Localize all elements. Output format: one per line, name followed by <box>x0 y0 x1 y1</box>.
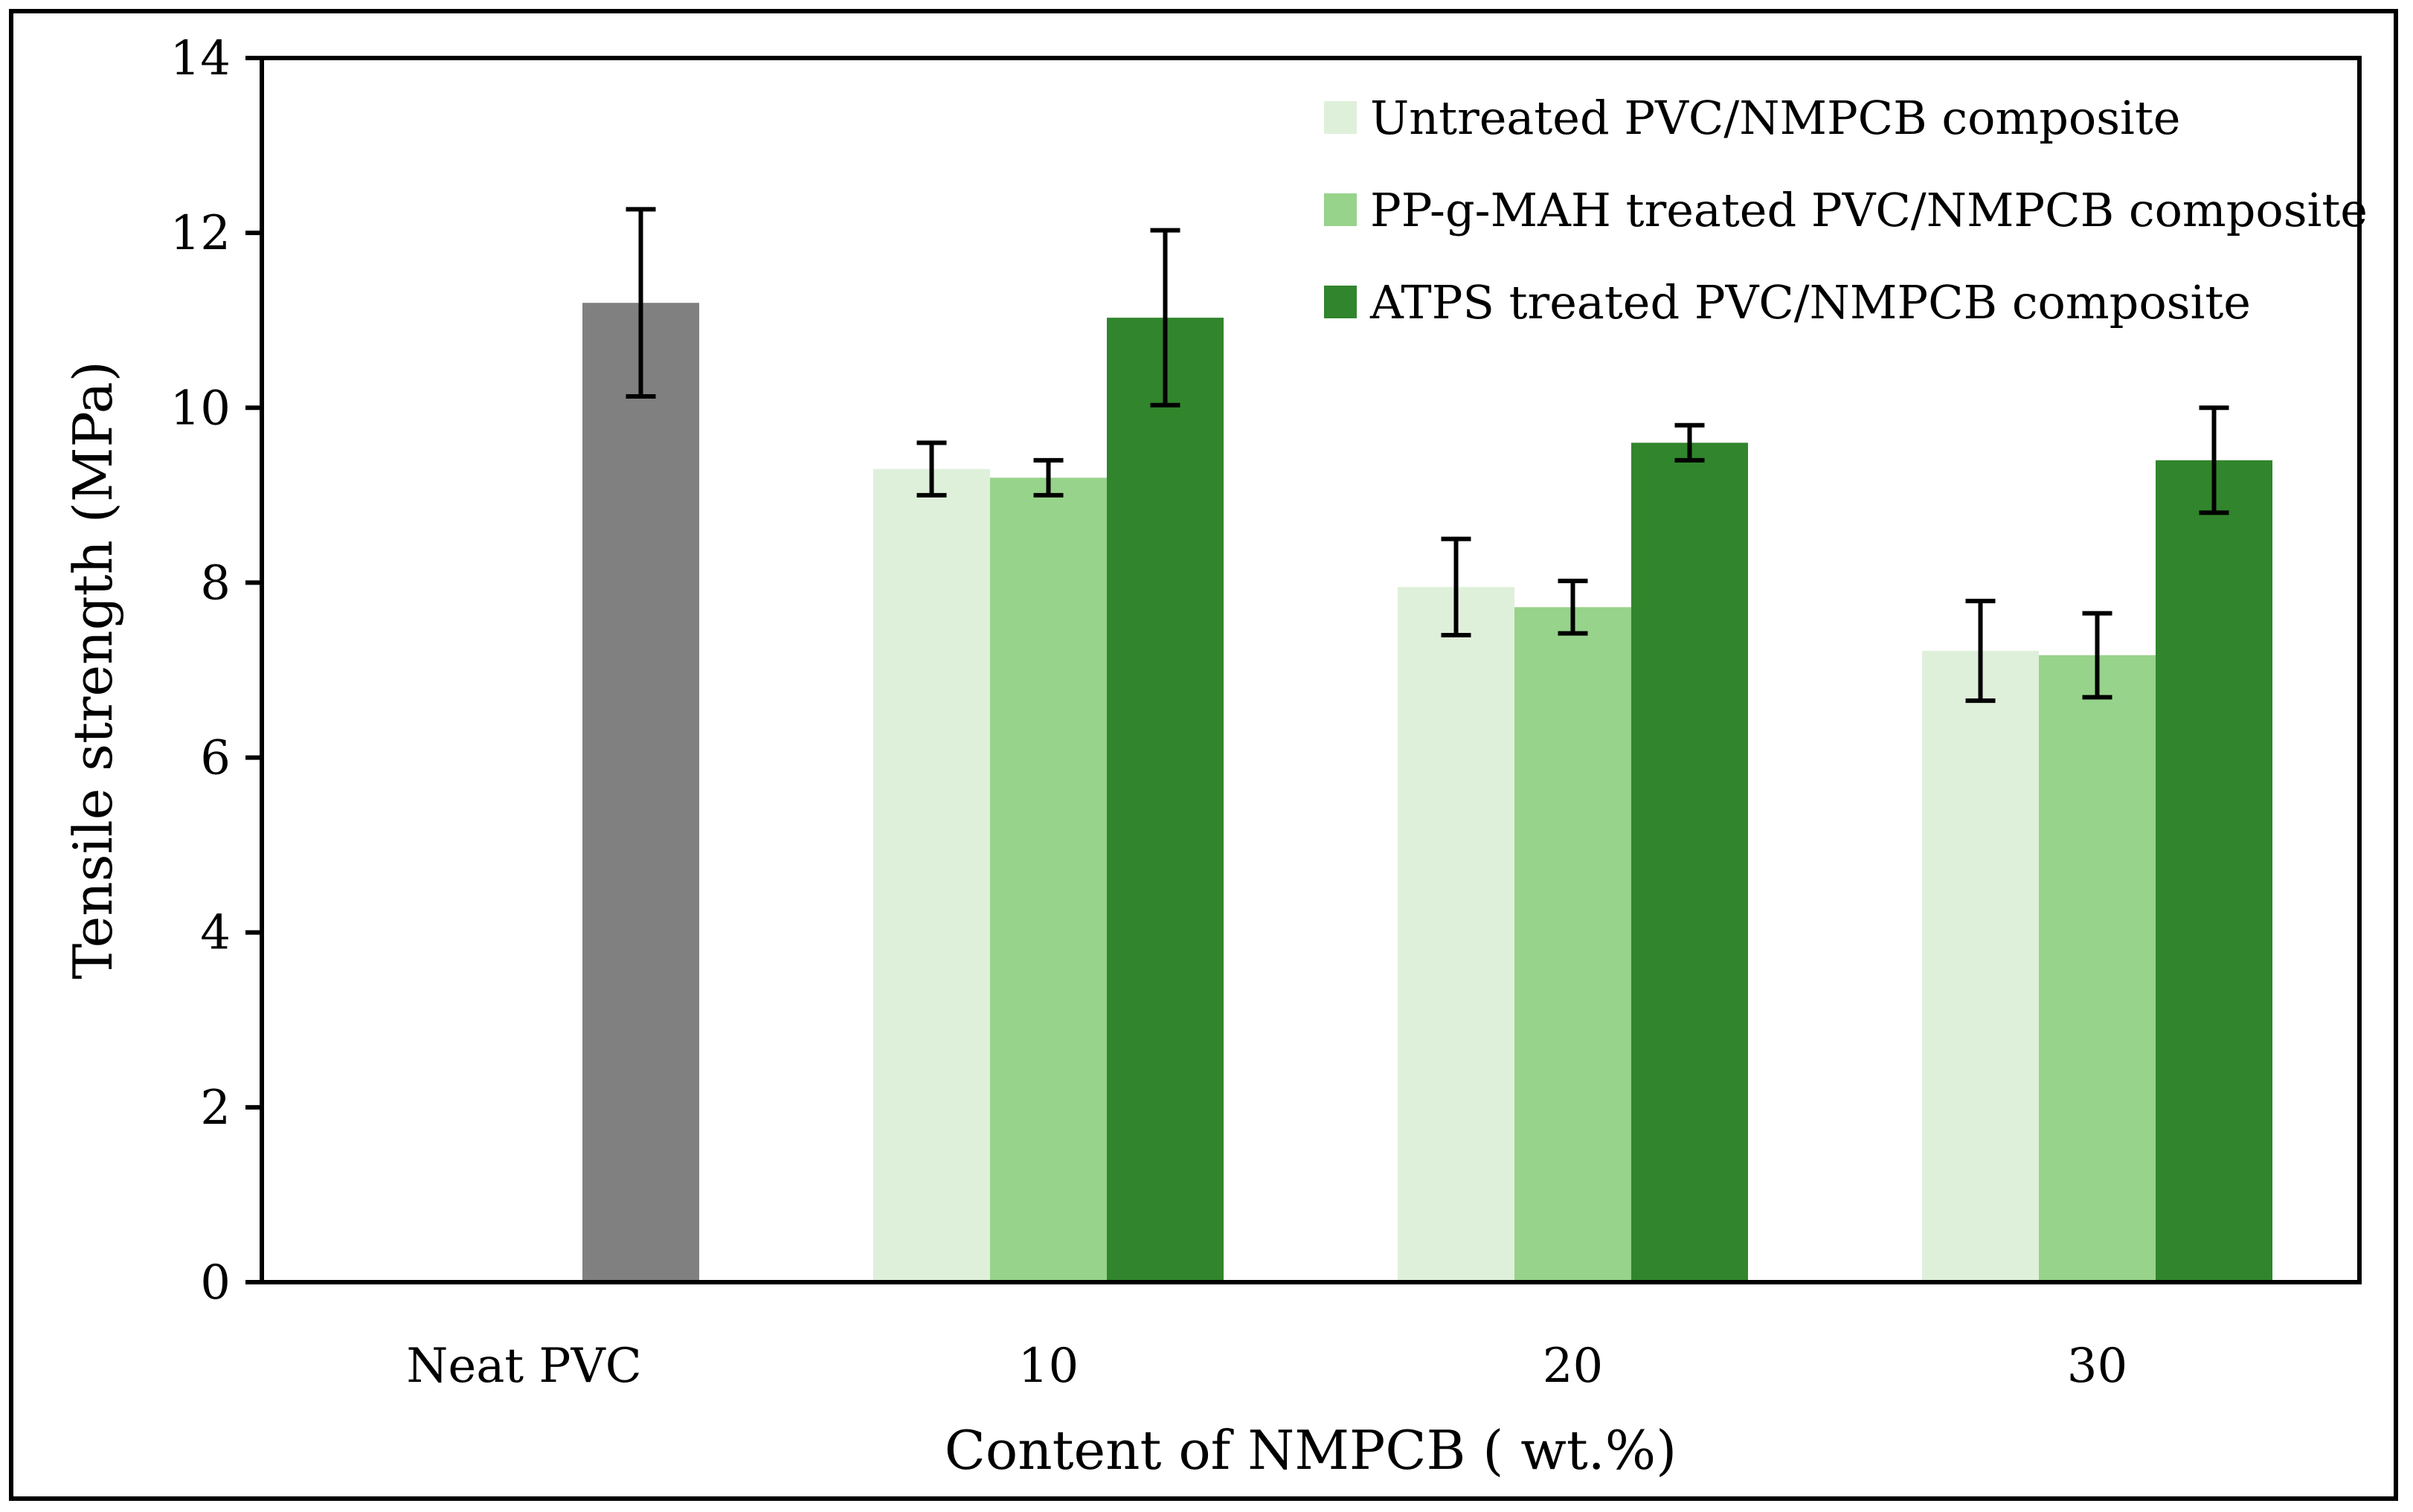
legend-swatch <box>1324 101 1357 134</box>
error-bar-neat-pvc <box>626 207 656 399</box>
error-bar-series-3-30 <box>2199 405 2229 515</box>
legend-label: ATPS treated PVC/NMPCB composite <box>1369 275 2251 329</box>
legend-swatch <box>1324 286 1357 318</box>
y-tick-label: 6 <box>200 731 231 786</box>
bar-series-3-10 <box>1107 318 1224 1282</box>
bar-series-3-30 <box>2156 460 2272 1282</box>
error-bar-series-2-30 <box>2082 611 2112 700</box>
x-category-label: 20 <box>1543 1339 1603 1394</box>
y-tick-label: 4 <box>200 906 231 961</box>
x-category-labels: Neat PVC 10 20 30 <box>406 1339 2127 1394</box>
bars-layer <box>582 303 2272 1283</box>
error-bar-series-2-10 <box>1033 457 1064 498</box>
error-bar-series-3-10 <box>1150 228 1180 408</box>
y-tick-label: 14 <box>170 31 231 86</box>
bar-series-2-20 <box>1514 607 1631 1282</box>
legend-swatch <box>1324 193 1357 226</box>
legend: Untreated PVC/NMPCB composite PP-g-MAH tr… <box>1324 91 2368 329</box>
legend-item-1: Untreated PVC/NMPCB composite <box>1324 91 2180 145</box>
error-bar-series-1-30 <box>1965 599 1996 704</box>
bar-series-2-30 <box>2039 655 2156 1282</box>
bar-neat-pvc <box>582 303 699 1283</box>
x-category-label: 30 <box>2067 1339 2127 1394</box>
y-ticks-layer: 0 2 4 6 8 10 12 14 <box>170 31 262 1310</box>
bar-series-1-20 <box>1398 587 1514 1282</box>
y-axis-title: Tensile strength (MPa) <box>62 361 124 979</box>
bar-series-2-10 <box>990 477 1107 1283</box>
error-bar-series-3-20 <box>1674 422 1705 463</box>
bar-series-1-30 <box>1922 651 2039 1282</box>
bar-series-3-20 <box>1631 443 1748 1283</box>
legend-label: PP-g-MAH treated PVC/NMPCB composite <box>1370 183 2368 237</box>
y-tick-label: 12 <box>170 206 231 261</box>
x-axis-title: Content of NMPCB ( wt.%) <box>945 1419 1677 1482</box>
error-bars-layer <box>626 207 2229 704</box>
y-tick-label: 8 <box>200 556 231 611</box>
y-tick-label: 10 <box>170 381 231 436</box>
y-tick-label: 0 <box>200 1255 231 1310</box>
x-category-label: 10 <box>1018 1339 1079 1394</box>
bar-series-1-10 <box>873 469 990 1282</box>
legend-label: Untreated PVC/NMPCB composite <box>1370 91 2180 145</box>
x-category-label: Neat PVC <box>406 1339 641 1394</box>
error-bar-series-1-20 <box>1441 536 1471 637</box>
error-bar-series-2-20 <box>1558 579 1588 636</box>
y-tick-label: 2 <box>200 1081 231 1136</box>
axes-layer <box>260 56 2362 1284</box>
legend-item-3: ATPS treated PVC/NMPCB composite <box>1324 275 2251 329</box>
legend-item-2: PP-g-MAH treated PVC/NMPCB composite <box>1324 183 2368 237</box>
error-bar-series-1-10 <box>916 440 947 498</box>
